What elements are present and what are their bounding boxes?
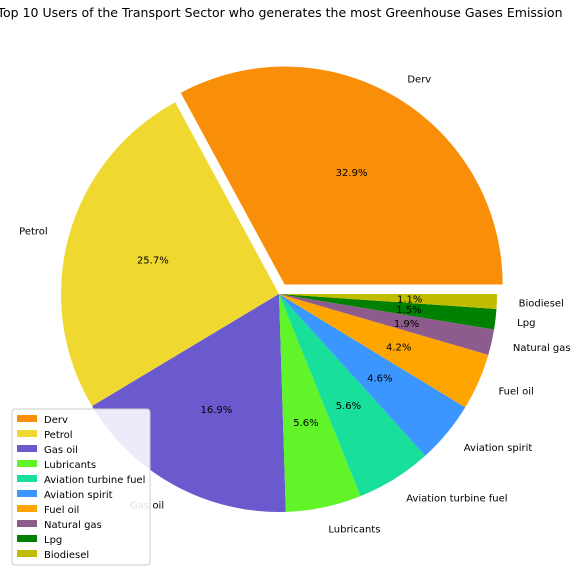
pie-slice-lubricants <box>279 294 361 512</box>
chart-title: Top 10 Users of the Transport Sector who… <box>0 5 562 20</box>
legend-swatch-petrol <box>17 430 37 437</box>
percent-label-petrol: 25.7% <box>137 255 169 266</box>
percent-label-natural-gas: 1.9% <box>394 319 419 330</box>
category-label-petrol: Petrol <box>19 227 48 238</box>
percent-label-lubricants: 5.6% <box>293 418 318 429</box>
pie-slice-aviation-turbine-fuel <box>279 294 426 497</box>
legend-swatch-natural-gas <box>17 520 37 527</box>
pie-slice-biodiesel <box>279 294 497 310</box>
legend-swatch-biodiesel <box>17 550 37 557</box>
category-label-lubricants: Lubricants <box>328 525 380 536</box>
percent-label-gas-oil: 16.9% <box>200 405 232 416</box>
legend-frame <box>11 408 151 566</box>
percent-label-fuel-oil: 4.2% <box>386 343 411 354</box>
category-label-derv: Derv <box>407 75 431 86</box>
percent-label-aviation-turbine-fuel: 5.6% <box>336 401 361 412</box>
legend-label-aviation-spirit: Aviation spirit <box>44 490 113 501</box>
category-label-biodiesel: Biodiesel <box>519 298 564 309</box>
legend-swatch-fuel-oil <box>17 505 37 512</box>
legend-swatch-gas-oil <box>17 445 37 452</box>
legend-label-lpg: Lpg <box>44 535 62 546</box>
legend-swatch-lubricants <box>17 460 37 467</box>
percent-label-aviation-spirit: 4.6% <box>367 373 392 384</box>
percent-label-biodiesel: 1.1% <box>397 295 422 306</box>
legend-swatch-lpg <box>17 535 37 542</box>
legend-swatch-aviation-spirit <box>17 490 37 497</box>
legend-label-lubricants: Lubricants <box>44 460 96 471</box>
legend-label-natural-gas: Natural gas <box>44 520 102 531</box>
category-label-aviation-turbine-fuel: Aviation turbine fuel <box>406 493 507 504</box>
legend-label-petrol: Petrol <box>44 430 73 441</box>
pie-slices <box>61 66 503 512</box>
category-label-lpg: Lpg <box>517 318 535 329</box>
pie-slice-natural-gas <box>279 294 495 355</box>
pie-slice-petrol <box>61 102 280 407</box>
legend-swatch-derv <box>17 415 37 422</box>
pie-slice-aviation-spirit <box>279 294 466 456</box>
legend-label-gas-oil: Gas oil <box>44 445 78 456</box>
category-label-natural-gas: Natural gas <box>513 343 571 354</box>
legend-label-derv: Derv <box>44 415 68 426</box>
legend-label-fuel-oil: Fuel oil <box>44 505 79 516</box>
category-label-aviation-spirit: Aviation spirit <box>464 443 533 454</box>
pie-slice-lpg <box>279 294 497 330</box>
pie-slice-derv <box>180 66 503 285</box>
legend-swatch-aviation-turbine-fuel <box>17 475 37 482</box>
percent-label-lpg: 1.5% <box>396 305 421 316</box>
legend: Derv Petrol Gas oil Lubricants Aviation turb… <box>11 408 151 566</box>
category-label-fuel-oil: Fuel oil <box>498 387 533 398</box>
percent-label-derv: 32.9% <box>336 168 368 179</box>
legend-label-aviation-turbine-fuel: Aviation turbine fuel <box>44 475 145 486</box>
legend-label-biodiesel: Biodiesel <box>44 550 89 561</box>
pie-slice-fuel-oil <box>279 294 489 408</box>
